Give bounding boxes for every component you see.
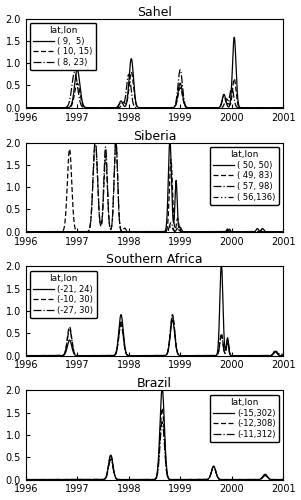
Title: Siberia: Siberia <box>133 130 176 142</box>
Legend: ( 50, 50), ( 49, 83), ( 57, 98), ( 56,136): ( 50, 50), ( 49, 83), ( 57, 98), ( 56,13… <box>210 146 279 205</box>
Legend: (-21, 24), (-10, 30), (-27, 30): (-21, 24), (-10, 30), (-27, 30) <box>30 270 97 318</box>
Legend: (-15,302), (-12,308), (-11,312): (-15,302), (-12,308), (-11,312) <box>209 394 279 442</box>
Legend: ( 9,  5), ( 10, 15), ( 8, 23): ( 9, 5), ( 10, 15), ( 8, 23) <box>30 22 96 70</box>
Title: Southern Africa: Southern Africa <box>106 254 203 266</box>
Title: Sahel: Sahel <box>137 6 172 18</box>
Title: Brazil: Brazil <box>137 378 172 390</box>
